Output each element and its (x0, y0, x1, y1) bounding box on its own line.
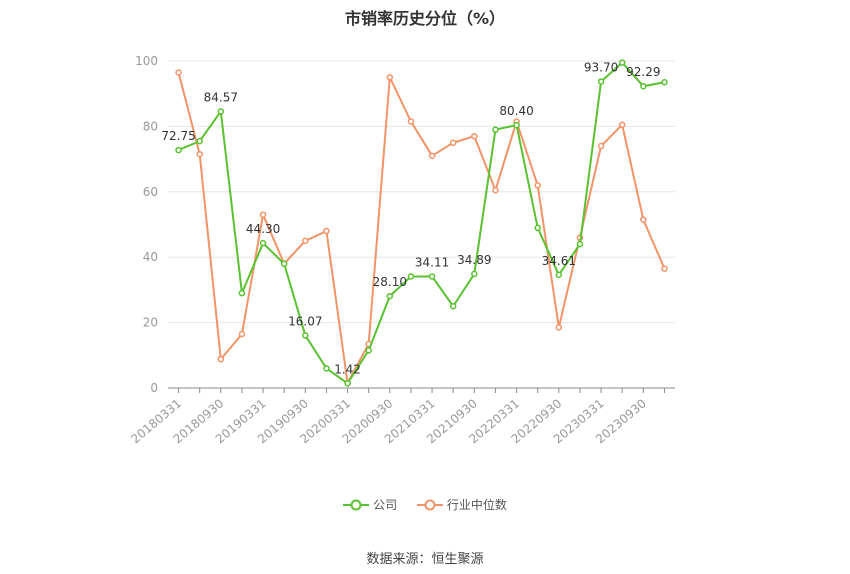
data-label: 92.29 (626, 65, 660, 79)
data-point (175, 146, 182, 154)
chart-title: 市销率历史分位（%） (344, 9, 506, 28)
legend-marker-company (343, 499, 370, 510)
data-point (323, 365, 330, 372)
data-point (661, 79, 668, 86)
y-tick-label: 60 (143, 185, 158, 199)
data-source: 数据来源：恒生聚源 (366, 552, 484, 567)
data-point (196, 137, 203, 145)
data-point (471, 270, 478, 278)
data-point (428, 152, 436, 160)
data-point (365, 347, 372, 354)
data-point (386, 292, 394, 300)
data-point (238, 289, 246, 297)
data-point (196, 150, 203, 158)
data-point (280, 260, 288, 267)
data-label: 34.89 (457, 253, 491, 267)
data-point (618, 121, 626, 129)
data-point (555, 324, 563, 331)
data-point (407, 118, 415, 125)
data-point (259, 211, 267, 218)
y-tick-label: 80 (143, 119, 158, 133)
data-point (428, 273, 436, 280)
data-point (640, 216, 647, 223)
legend-label-industry: 行业中位数 (446, 498, 507, 512)
data-point (534, 224, 541, 232)
data-point (175, 69, 182, 76)
data-label: 93.70 (584, 61, 618, 75)
data-label: 80.40 (499, 104, 533, 118)
series-lines (175, 59, 668, 387)
data-point (449, 303, 457, 310)
legend-marker-industry (416, 499, 443, 510)
data-point (449, 139, 457, 146)
data-point (618, 59, 626, 66)
data-point (302, 237, 309, 245)
data-point (492, 126, 499, 133)
legend: 公司 行业中位数 (0, 496, 850, 514)
data-point (492, 186, 499, 194)
data-label: 34.11 (415, 255, 449, 269)
data-labels: 72.75 84.57 44.30 16.07 1.42 28.10 34.11 34.89 8… (161, 61, 660, 377)
data-label: 44.30 (246, 222, 280, 236)
data-point (217, 108, 225, 115)
data-point (259, 239, 267, 247)
data-label: 34.61 (542, 254, 576, 268)
data-point (407, 273, 415, 280)
y-tick-label: 0 (150, 381, 158, 395)
data-point (471, 132, 478, 140)
data-point (386, 74, 394, 81)
data-label: 1.42 (334, 362, 361, 376)
legend-item-company[interactable]: 公司 (343, 496, 397, 513)
data-point (323, 227, 330, 235)
data-point (513, 121, 520, 129)
legend-label-company: 公司 (373, 498, 398, 512)
data-point (597, 142, 605, 150)
data-label: 28.10 (373, 275, 407, 289)
data-point (576, 240, 584, 248)
data-label: 16.07 (288, 314, 322, 328)
data-point (597, 78, 605, 85)
data-label: 84.57 (204, 90, 238, 104)
data-point (640, 82, 647, 90)
data-point (344, 380, 351, 387)
y-tick-label: 100 (135, 54, 158, 68)
series-line-company (178, 61, 665, 385)
data-point (238, 330, 246, 338)
data-label: 72.75 (161, 129, 195, 143)
legend-item-industry[interactable]: 行业中位数 (416, 496, 507, 513)
data-point (555, 271, 563, 279)
data-point (661, 265, 668, 272)
y-tick-label: 20 (143, 316, 158, 330)
data-point (534, 182, 541, 189)
data-point (217, 355, 225, 363)
y-tick-label: 40 (143, 250, 158, 264)
data-point (302, 332, 309, 339)
